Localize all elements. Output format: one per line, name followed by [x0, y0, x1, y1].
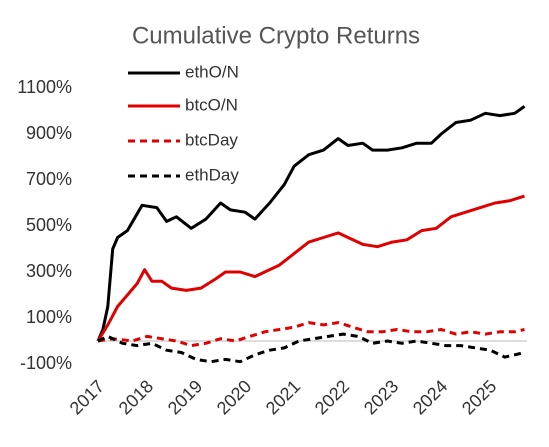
legend-label: btcDay: [185, 130, 238, 149]
y-tick-label: -100%: [20, 353, 72, 373]
series-line: [97, 321, 525, 348]
series-line: [97, 332, 525, 364]
chart-title: Cumulative Crypto Returns: [132, 22, 420, 49]
y-tick-label: 1100%: [17, 77, 72, 97]
x-tick-label: 2018: [115, 376, 157, 418]
y-tick-label: 300%: [26, 261, 72, 281]
series-line: [96, 105, 526, 342]
x-tick-label: 2020: [213, 376, 255, 418]
legend-label: btcO/N: [185, 95, 238, 114]
legend-label: ethDay: [185, 165, 239, 184]
y-tick-label: 700%: [26, 169, 72, 189]
y-tick-label: 100%: [26, 307, 72, 327]
x-tick-label: 2025: [458, 376, 500, 418]
y-tick-label: 500%: [26, 215, 72, 235]
y-tick-label: 900%: [26, 123, 72, 143]
x-tick-label: 2022: [311, 376, 353, 418]
x-tick-label: 2017: [66, 376, 108, 418]
x-tick-label: 2024: [409, 376, 451, 418]
legend-label: ethO/N: [185, 62, 239, 81]
x-tick-label: 2019: [164, 376, 206, 418]
x-tick-label: 2021: [262, 376, 304, 418]
x-tick-label: 2023: [360, 376, 402, 418]
series-line: [96, 194, 525, 342]
